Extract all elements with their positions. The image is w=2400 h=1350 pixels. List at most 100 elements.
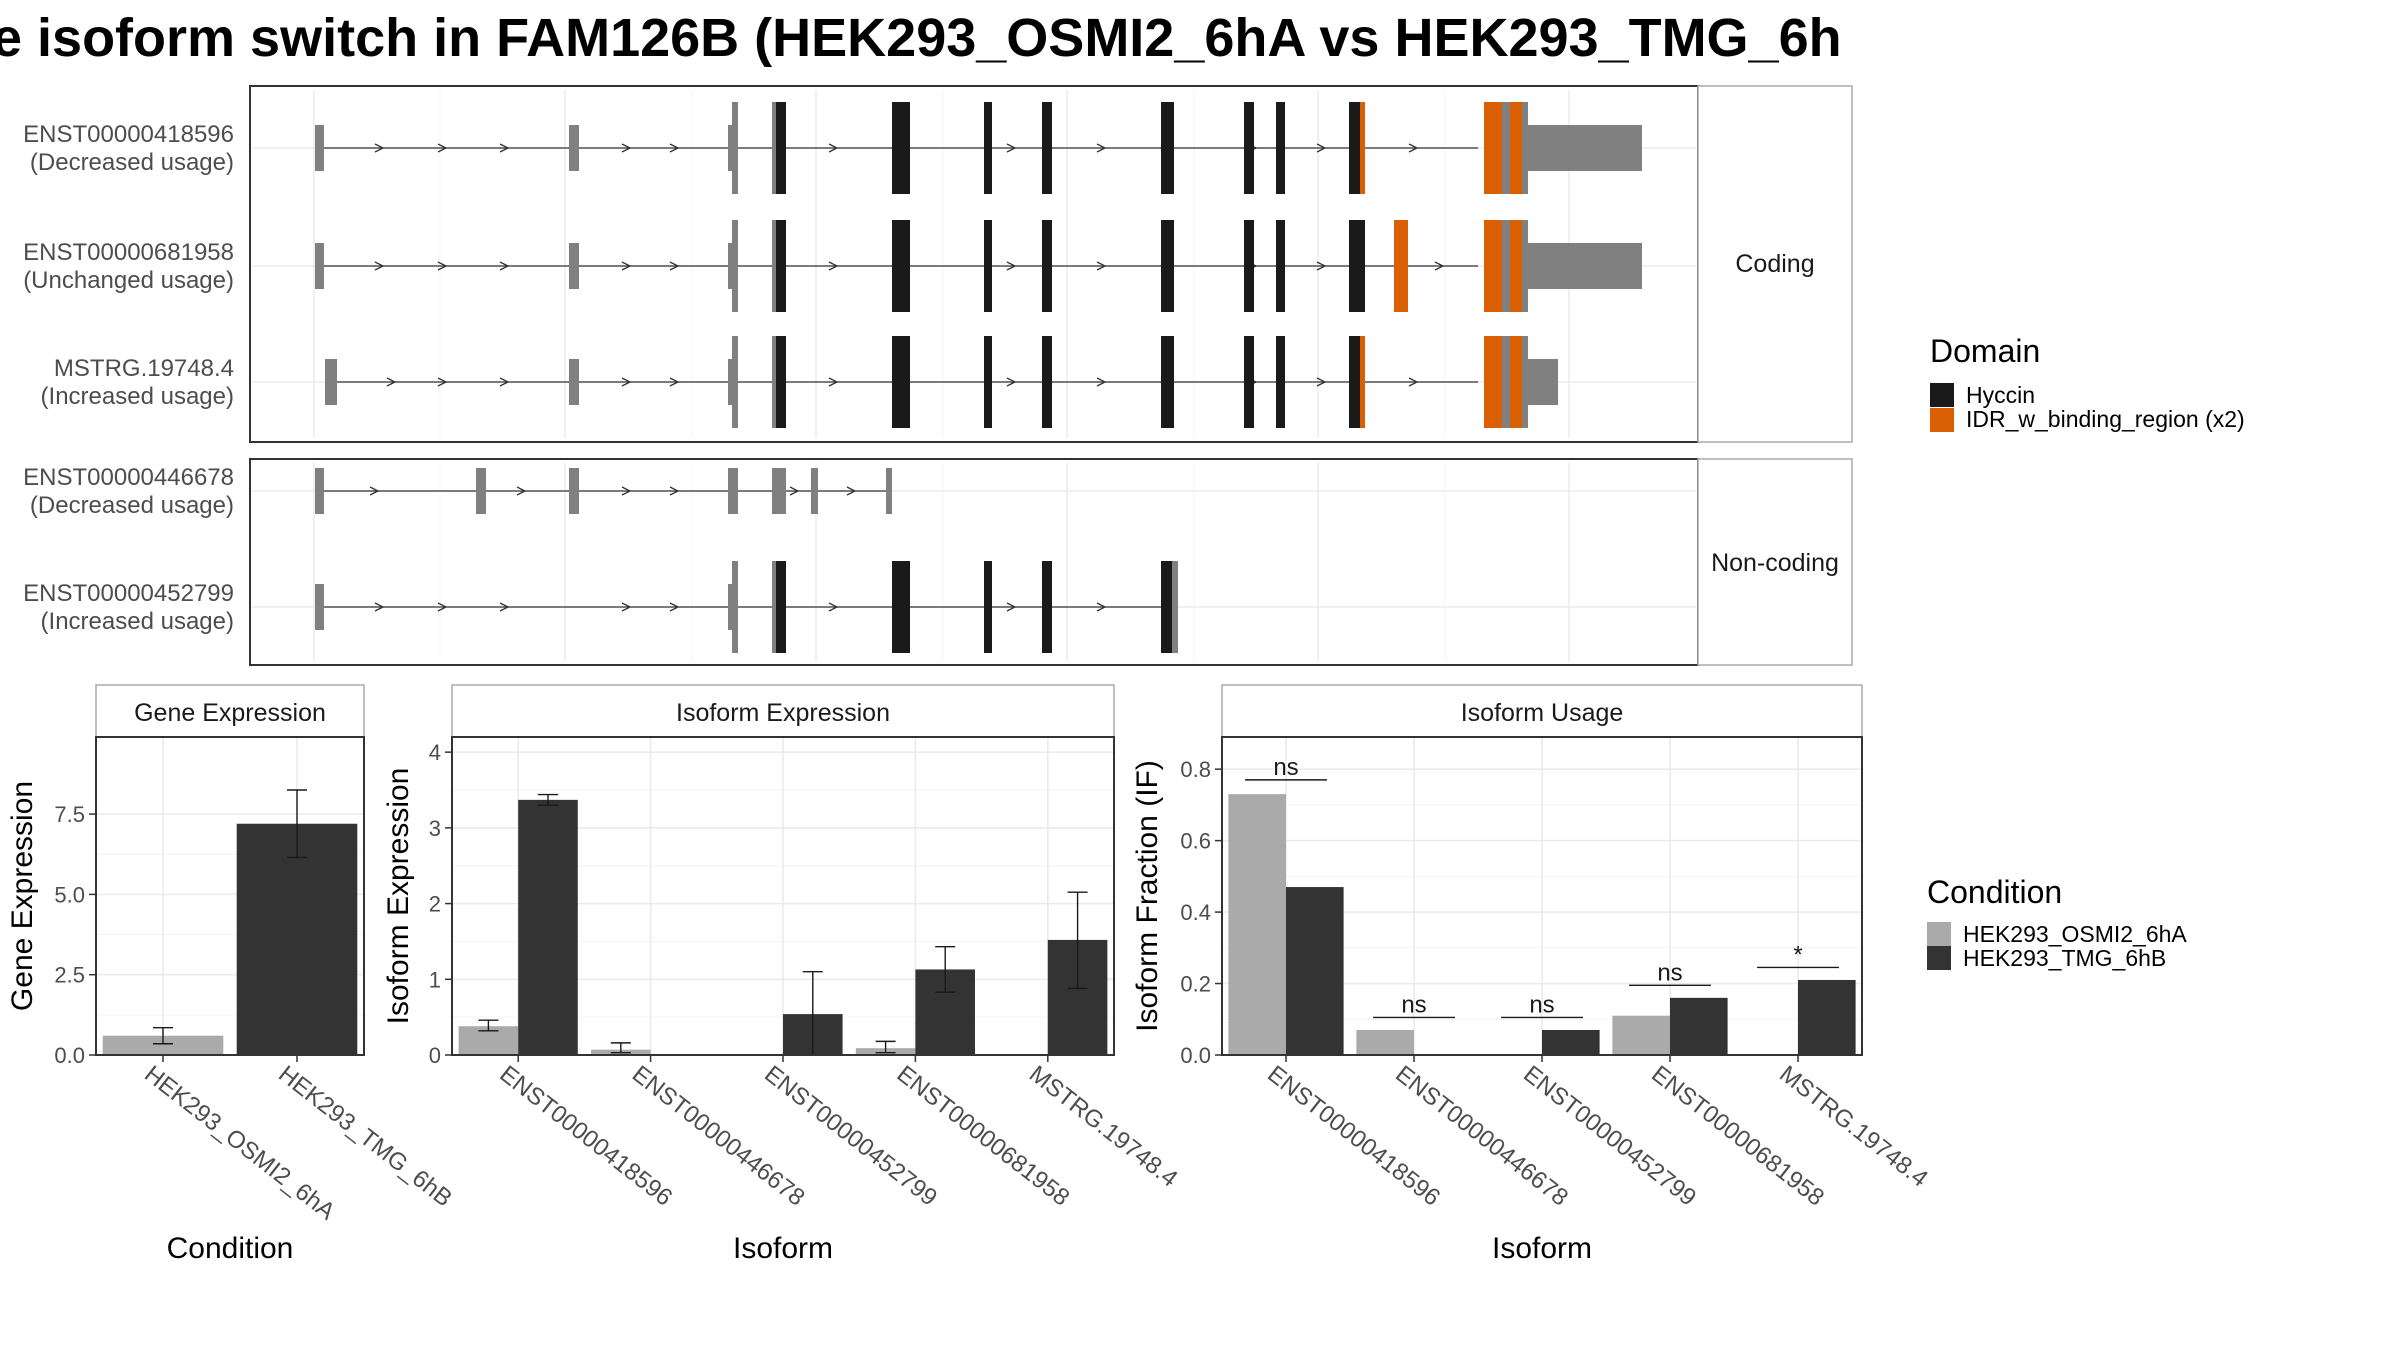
domain-legend-title: Domain bbox=[1930, 333, 2040, 369]
utr-exon bbox=[1528, 359, 1558, 405]
hyccin-domain-exon bbox=[1042, 336, 1052, 428]
track-label-id: ENST00000418596 bbox=[23, 121, 234, 148]
intron-arrow bbox=[499, 261, 510, 271]
intron-arrow bbox=[828, 377, 839, 387]
utr-exon bbox=[732, 220, 738, 312]
idr-domain-exon bbox=[1360, 336, 1365, 428]
hyccin-domain-exon bbox=[1161, 561, 1174, 653]
utr-exon bbox=[315, 584, 324, 630]
significance-label: ns bbox=[1529, 991, 1554, 1018]
intron-arrow bbox=[828, 143, 839, 153]
utr-exon bbox=[325, 359, 337, 405]
intron-arrow bbox=[1316, 143, 1327, 153]
track-label-status: (Decreased usage) bbox=[30, 492, 234, 519]
panel-title: Gene Expression bbox=[134, 699, 326, 727]
panel-title: Isoform Expression bbox=[676, 699, 890, 727]
transcript-track bbox=[325, 336, 1558, 428]
legend-key-cond-a bbox=[1927, 922, 1951, 946]
idr-domain-exon bbox=[1484, 336, 1502, 428]
intron-arrow bbox=[621, 602, 632, 612]
y-tick-label: 7.5 bbox=[54, 802, 85, 827]
idr-domain-exon bbox=[1360, 102, 1365, 194]
y-tick-label: 4 bbox=[429, 740, 441, 765]
intron-arrow bbox=[374, 261, 385, 271]
track-labels: ENST00000418596 (Decreased usage) ENST00… bbox=[23, 121, 234, 635]
utr-exon bbox=[315, 243, 324, 289]
y-tick-label: 0.0 bbox=[54, 1043, 85, 1068]
intron-arrow bbox=[437, 377, 448, 387]
utr-exon bbox=[772, 220, 776, 312]
bar bbox=[1228, 794, 1286, 1055]
intron-arrow bbox=[1408, 143, 1419, 153]
utr-exon bbox=[1502, 220, 1510, 312]
bar bbox=[236, 823, 358, 1055]
utr-exon bbox=[732, 336, 738, 428]
y-tick-label: 1 bbox=[429, 967, 441, 992]
legend-key-hyccin bbox=[1930, 383, 1954, 407]
hyccin-domain-exon bbox=[1349, 102, 1360, 194]
utr-exon bbox=[569, 468, 579, 514]
y-tick-label: 2.5 bbox=[54, 963, 85, 988]
significance-label: ns bbox=[1273, 754, 1298, 781]
condition-legend-title: Condition bbox=[1927, 874, 2062, 910]
intron-arrow bbox=[669, 486, 680, 496]
coding-panel bbox=[249, 85, 1699, 443]
utr-exon bbox=[1502, 102, 1510, 194]
intron-arrow bbox=[846, 486, 857, 496]
utr-exon bbox=[732, 561, 738, 653]
legend-label-hyccin: Hyccin bbox=[1966, 382, 2035, 408]
hyccin-domain-exon bbox=[1042, 561, 1052, 653]
intron-arrow bbox=[669, 602, 680, 612]
intron-arrow bbox=[669, 377, 680, 387]
track-label-id: MSTRG.19748.4 bbox=[54, 355, 234, 382]
y-tick-label: 0 bbox=[429, 1043, 441, 1068]
intron-arrow bbox=[374, 143, 385, 153]
bar bbox=[1356, 1029, 1414, 1055]
utr-exon bbox=[772, 561, 776, 653]
y-tick-label: 0.2 bbox=[1180, 972, 1211, 997]
hyccin-domain-exon bbox=[1244, 220, 1254, 312]
y-tick-label: 0.8 bbox=[1180, 757, 1211, 782]
transcript-track bbox=[315, 468, 892, 514]
hyccin-domain-exon bbox=[1244, 102, 1254, 194]
intron-arrow bbox=[1006, 377, 1017, 387]
intron-arrow bbox=[499, 143, 510, 153]
y-tick-label: 0.6 bbox=[1180, 829, 1211, 854]
y-tick-label: 2 bbox=[429, 892, 441, 917]
bar bbox=[1542, 1029, 1600, 1055]
track-label-id: ENST00000681958 bbox=[23, 239, 234, 266]
hyccin-domain-exon bbox=[1276, 336, 1285, 428]
hyccin-domain-exon bbox=[1244, 336, 1254, 428]
hyccin-domain-exon bbox=[892, 220, 910, 312]
noncoding-panel bbox=[249, 458, 1699, 666]
intron-arrow bbox=[374, 602, 385, 612]
hyccin-domain-exon bbox=[984, 102, 992, 194]
intron-arrow bbox=[1096, 602, 1107, 612]
hyccin-domain-exon bbox=[892, 561, 910, 653]
transcript-track bbox=[315, 561, 1178, 653]
intron-arrow bbox=[1096, 377, 1107, 387]
idr-domain-exon bbox=[1510, 102, 1522, 194]
y-tick-label: 3 bbox=[429, 816, 441, 841]
significance-label: ns bbox=[1401, 991, 1426, 1018]
plot-frame bbox=[95, 736, 365, 1056]
utr-exon bbox=[569, 359, 579, 405]
intron-arrow bbox=[1006, 261, 1017, 271]
hyccin-domain-exon bbox=[1349, 220, 1365, 312]
utr-exon bbox=[1522, 336, 1528, 428]
hyccin-domain-exon bbox=[1042, 220, 1052, 312]
panel-strip bbox=[451, 684, 1115, 738]
gene-expression-chart: Gene Expression0.02.55.07.5HEK293_OSMI2_… bbox=[6, 684, 457, 1265]
x-axis-title: Condition bbox=[167, 1232, 294, 1265]
hyccin-domain-exon bbox=[1161, 102, 1174, 194]
condition-legend: Condition HEK293_OSMI2_6hA HEK293_TMG_6h… bbox=[1927, 874, 2187, 971]
utr-exon bbox=[1522, 102, 1528, 194]
track-label-id: ENST00000446678 bbox=[23, 464, 234, 491]
bar bbox=[1286, 887, 1344, 1055]
domain-legend: Domain Hyccin IDR_w_binding_region (x2) bbox=[1930, 333, 2245, 432]
hyccin-domain-exon bbox=[1349, 336, 1360, 428]
utr-exon bbox=[1502, 336, 1510, 428]
y-tick-label: 0.4 bbox=[1180, 900, 1211, 925]
